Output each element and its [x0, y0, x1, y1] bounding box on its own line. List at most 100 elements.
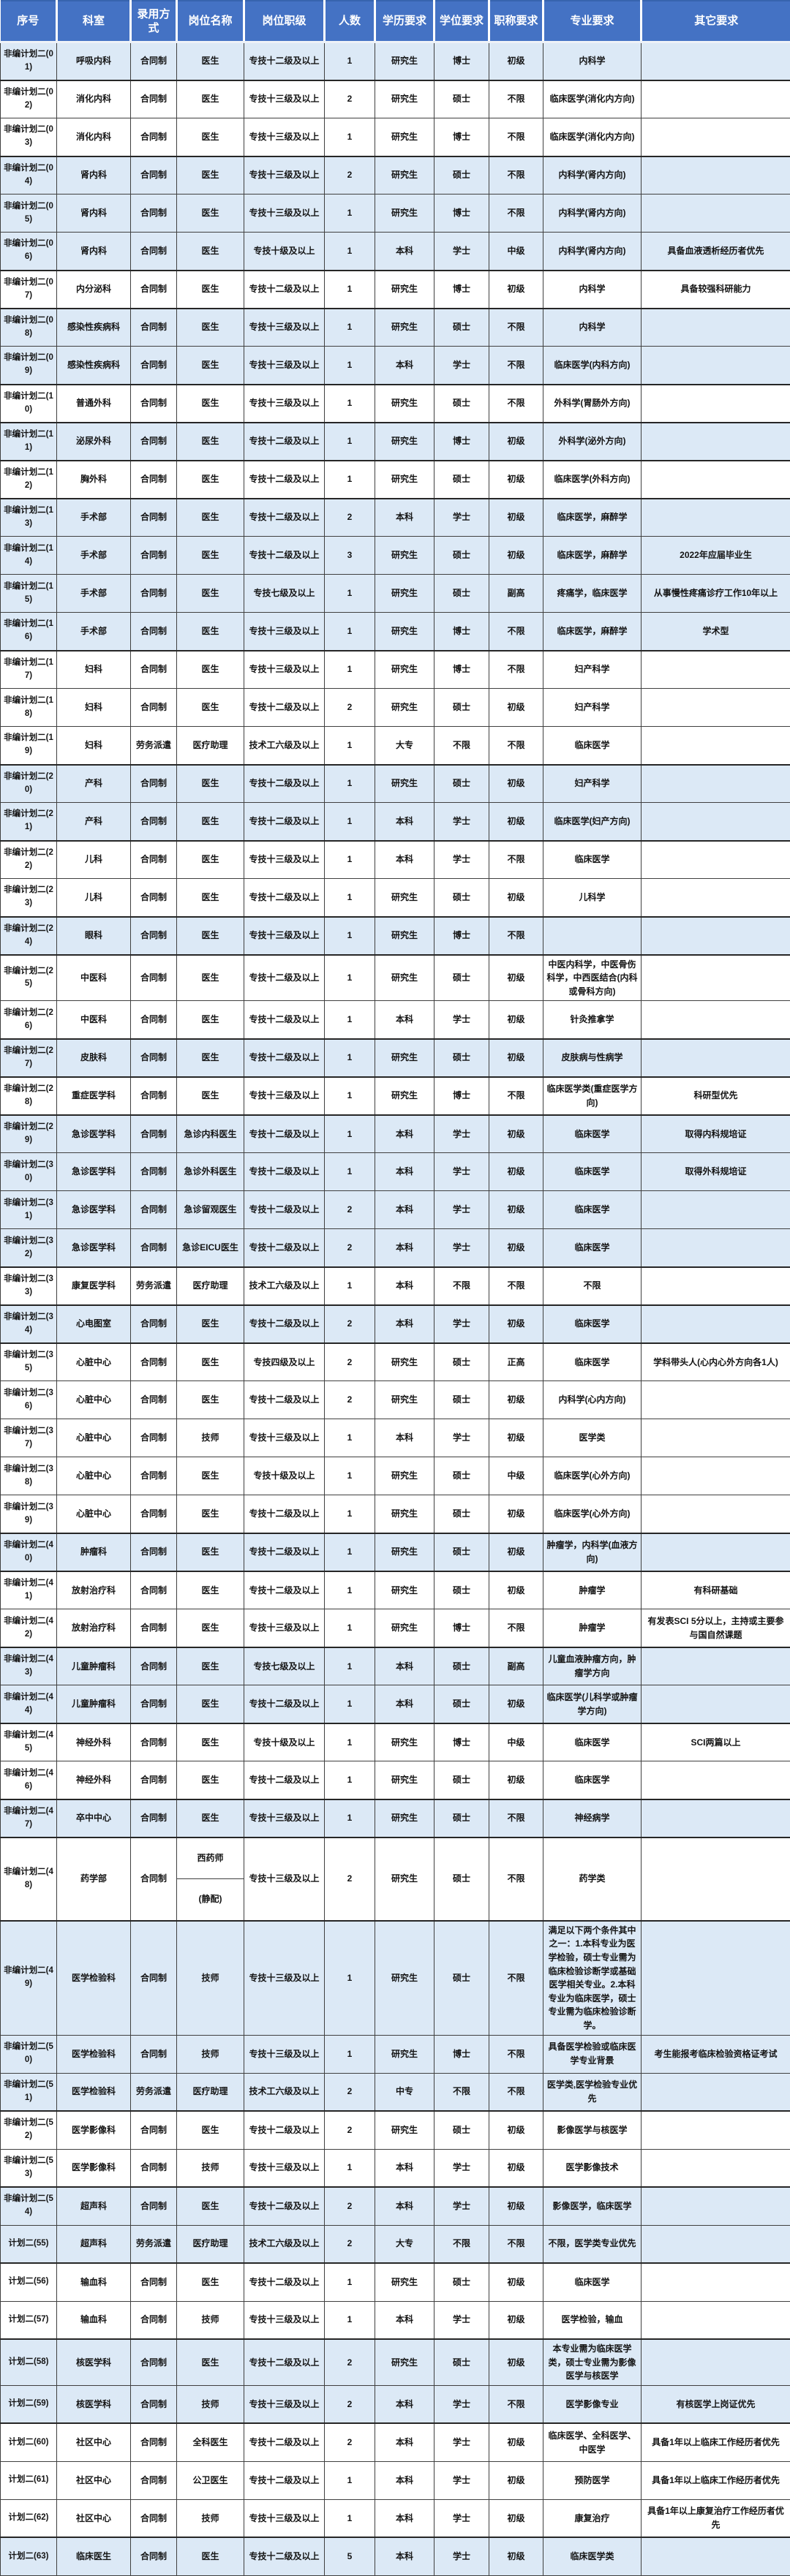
- cell-degree: 硕士: [434, 1761, 489, 1799]
- cell-post: 医生: [177, 1799, 244, 1837]
- cell-rank: 专技十二级及以上: [244, 1381, 325, 1419]
- cell-title: 初级: [489, 537, 543, 575]
- cell-major: 临床医学(妇产方向): [543, 803, 642, 841]
- cell-dept: 手术部: [57, 575, 131, 613]
- cell-title: 不限: [489, 309, 543, 347]
- cell-other: SCI两篇以上: [642, 1723, 790, 1761]
- cell-degree: 硕士: [434, 1495, 489, 1533]
- cell-dept: 手术部: [57, 537, 131, 575]
- cell-rank: 专技十三级及以上: [244, 613, 325, 651]
- cell-edu: 研究生: [375, 2035, 434, 2073]
- cell-degree: 博士: [434, 271, 489, 309]
- cell-dept: 神经外科: [57, 1723, 131, 1761]
- cell-serial: 非编计划二(03): [1, 118, 57, 156]
- cell-post: 公卫医生: [177, 2461, 244, 2499]
- cell-title: 不限: [489, 1267, 543, 1305]
- cell-other: [642, 765, 790, 803]
- cell-post: 技师: [177, 2499, 244, 2537]
- cell-rank: 专技十三级及以上: [244, 917, 325, 955]
- cell-major: 本专业需为临床医学类，硕士专业需为影像医学与核医学: [543, 2339, 642, 2385]
- cell-other: 具备1年以上临床工作经历者优先: [642, 2461, 790, 2499]
- cell-major: 临床医学: [543, 1761, 642, 1799]
- cell-edu: 本科: [375, 1001, 434, 1039]
- cell-rank: 专技七级及以上: [244, 1647, 325, 1685]
- cell-edu: 本科: [375, 1229, 434, 1267]
- cell-degree: 学士: [434, 1419, 489, 1457]
- cell-post: 技师: [177, 1419, 244, 1457]
- cell-hire: 合同制: [131, 80, 177, 118]
- cell-rank: 专技十二级及以上: [244, 1229, 325, 1267]
- cell-dept: 妇科: [57, 689, 131, 727]
- cell-count: 1: [325, 879, 375, 917]
- cell-degree: 硕士: [434, 575, 489, 613]
- cell-serial: 非编计划二(32): [1, 1229, 57, 1267]
- cell-edu: 研究生: [375, 1723, 434, 1761]
- cell-other: [642, 1533, 790, 1571]
- cell-dept: 消化内科: [57, 80, 131, 118]
- cell-serial: 计划二(57): [1, 2301, 57, 2339]
- cell-edu: 研究生: [375, 2111, 434, 2149]
- cell-count: 1: [325, 42, 375, 80]
- cell-dept: 放射治疗科: [57, 1571, 131, 1609]
- cell-post: 医疗助理: [177, 727, 244, 765]
- cell-count: 2: [325, 80, 375, 118]
- cell-other: [642, 42, 790, 80]
- cell-dept: 儿科: [57, 879, 131, 917]
- cell-title: 初级: [489, 803, 543, 841]
- cell-edu: 研究生: [375, 309, 434, 347]
- cell-serial: 计划二(60): [1, 2423, 57, 2461]
- cell-other: 有核医学上岗证优先: [642, 2385, 790, 2423]
- cell-other: 取得内科规培证: [642, 1115, 790, 1153]
- cell-other: [642, 194, 790, 233]
- cell-degree: 学士: [434, 803, 489, 841]
- cell-degree: 博士: [434, 2035, 489, 2073]
- cell-title: 不限: [489, 727, 543, 765]
- cell-dept: 中医科: [57, 955, 131, 1001]
- cell-hire: 合同制: [131, 651, 177, 689]
- cell-count: 1: [325, 841, 375, 879]
- cell-rank: 专技十三级及以上: [244, 309, 325, 347]
- cell-title: 初级: [489, 2263, 543, 2301]
- cell-other: [642, 80, 790, 118]
- cell-count: 1: [325, 2461, 375, 2499]
- cell-dept: 心脏中心: [57, 1495, 131, 1533]
- cell-edu: 本科: [375, 2187, 434, 2225]
- cell-post: 西药师(静配): [177, 1837, 244, 1921]
- cell-edu: 研究生: [375, 765, 434, 803]
- cell-hire: 合同制: [131, 1761, 177, 1799]
- cell-title: 初级: [489, 2461, 543, 2499]
- cell-edu: 本科: [375, 2537, 434, 2575]
- cell-dept: 超声科: [57, 2225, 131, 2263]
- cell-count: 1: [325, 917, 375, 955]
- cell-post: 技师: [177, 2035, 244, 2073]
- cell-degree: 硕士: [434, 1837, 489, 1921]
- cell-serial: 非编计划二(29): [1, 1115, 57, 1153]
- cell-title: 不限: [489, 2225, 543, 2263]
- cell-degree: 硕士: [434, 879, 489, 917]
- cell-degree: 学士: [434, 499, 489, 537]
- cell-hire: 合同制: [131, 955, 177, 1001]
- cell-serial: 非编计划二(52): [1, 2111, 57, 2149]
- cell-count: 2: [325, 1305, 375, 1343]
- cell-title: 初级: [489, 1533, 543, 1571]
- cell-degree: 硕士: [434, 689, 489, 727]
- cell-title: 中级: [489, 233, 543, 271]
- cell-count: 1: [325, 651, 375, 689]
- cell-rank: 专技十三级及以上: [244, 2499, 325, 2537]
- cell-count: 2: [325, 2187, 375, 2225]
- col-header-hire: 录用方式: [131, 1, 177, 42]
- cell-count: 1: [325, 309, 375, 347]
- cell-other: [642, 1305, 790, 1343]
- cell-major: 预防医学: [543, 2461, 642, 2499]
